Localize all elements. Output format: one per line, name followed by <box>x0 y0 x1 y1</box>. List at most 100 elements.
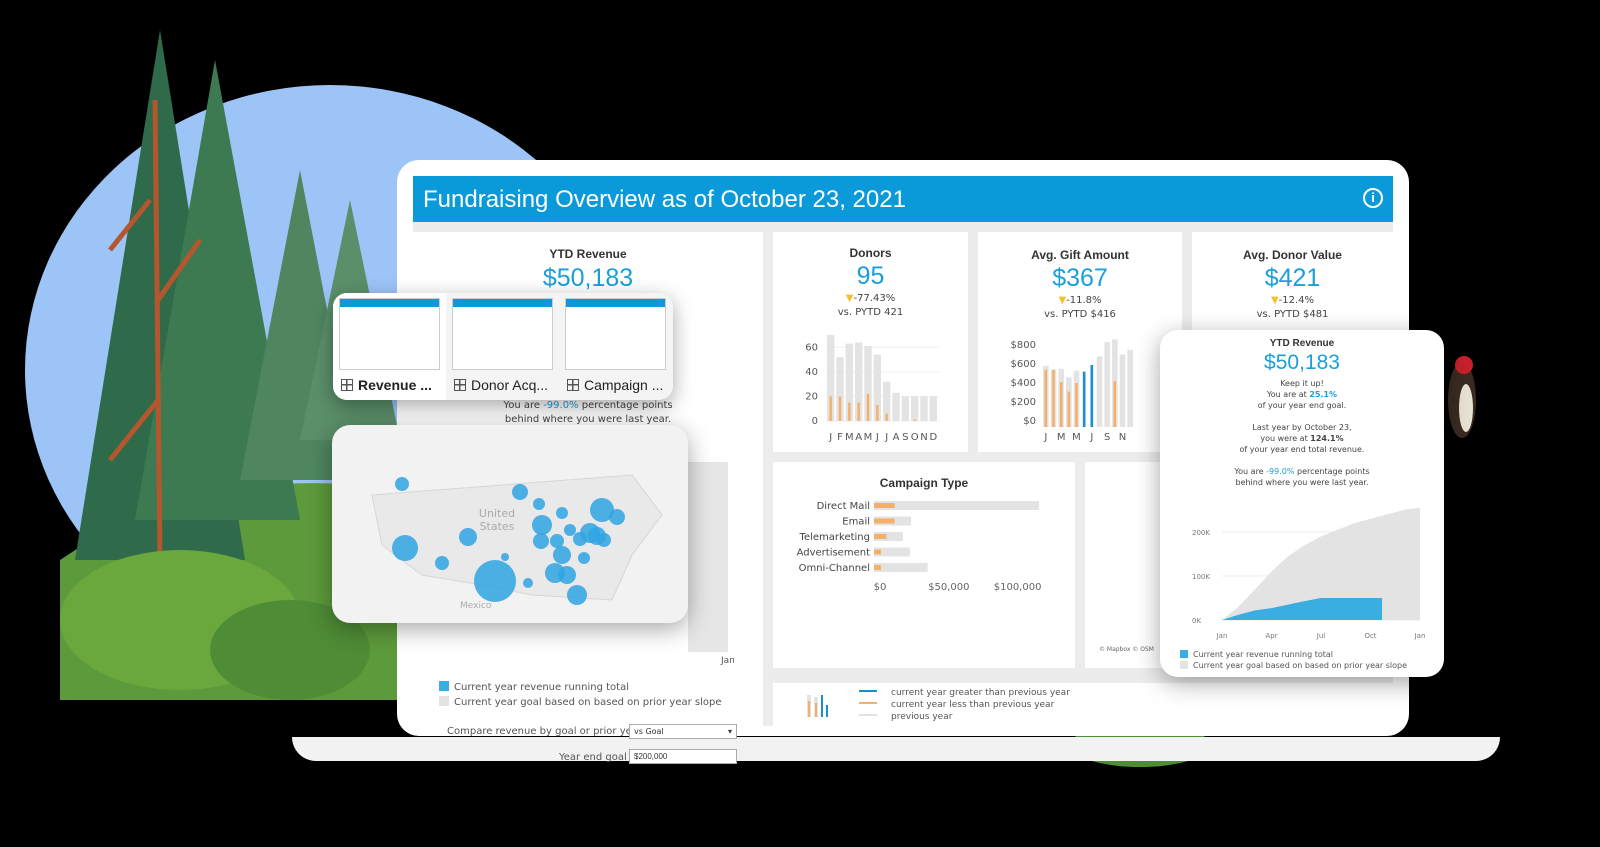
y-tick-label: $200 <box>1011 397 1036 408</box>
us-map[interactable] <box>332 425 688 623</box>
grid-icon <box>341 379 353 391</box>
area-goal <box>1222 507 1420 620</box>
info-icon[interactable]: i <box>1363 188 1383 208</box>
legend-goal: Current year goal based on based on prio… <box>439 695 722 710</box>
map-bubble <box>597 533 611 547</box>
x-tick-label: Oct <box>1364 632 1376 640</box>
x-tick-label: J <box>1089 432 1093 443</box>
mini-bars-icon <box>805 691 845 719</box>
compare-label: Compare revenue by goal or prior year <box>447 726 643 737</box>
popup-title: YTD Revenue <box>1269 338 1335 349</box>
bar-previous <box>874 532 903 541</box>
x-tick-label: J <box>1043 432 1047 443</box>
x-tick-label: N <box>1119 432 1126 443</box>
y-tick-label: $800 <box>1011 340 1036 351</box>
map-label-mexico: Mexico <box>460 601 492 611</box>
kpi-change: ▼-12.4% vs. PYTD $481 <box>1256 295 1329 320</box>
bar-previous <box>1096 356 1103 427</box>
bar-previous <box>845 343 853 421</box>
y-tick-label: 40 <box>805 367 818 378</box>
chevron-down-icon: ▾ <box>727 727 732 736</box>
map-bubble <box>550 534 564 548</box>
ytd-title: YTD Revenue <box>549 247 627 261</box>
map-bubble <box>474 560 516 602</box>
bar-current <box>1082 371 1086 427</box>
kpi-value: 95 <box>856 262 885 290</box>
compare-dropdown[interactable]: vs Goal ▾ <box>629 724 737 739</box>
x-tick-label: M <box>1072 432 1081 443</box>
map-bubble <box>533 533 549 549</box>
bar-current <box>874 503 895 508</box>
bar-current <box>838 396 842 421</box>
x-tick-label: D <box>929 432 937 443</box>
bar-current <box>857 402 860 421</box>
kpi-title: Donors <box>849 246 892 260</box>
area-current <box>1222 598 1383 620</box>
bar-current <box>874 549 881 555</box>
bar-current <box>829 396 832 421</box>
legend-current: Current year revenue running total <box>439 680 722 695</box>
category-label: Telemarketing <box>799 532 870 543</box>
y-tick-label: 0K <box>1192 617 1201 625</box>
x-tick-label: M <box>1057 432 1066 443</box>
dashboard-header: Fundraising Overview as of October 23, 2… <box>413 176 1393 222</box>
map-bubble <box>532 515 552 535</box>
map-bubble <box>435 556 449 570</box>
y-tick-label: $0 <box>1023 416 1036 427</box>
bar-current <box>1059 382 1063 427</box>
x-tick-label: M <box>864 432 873 443</box>
map-popup[interactable]: United States Mexico <box>332 425 688 623</box>
bar-previous <box>874 563 928 572</box>
x-tick-label: A <box>893 432 900 443</box>
map-bubble <box>567 585 587 605</box>
thumbnail-donor-acquisition[interactable]: Donor Acq... <box>446 293 559 400</box>
x-tick-label: J <box>884 432 888 443</box>
popup-text: Keep it up! You are at 25.1% of your year … <box>1234 379 1370 487</box>
map-bubble <box>556 507 568 519</box>
bar-previous <box>873 354 881 421</box>
x-tick-label: Jan <box>1414 632 1426 640</box>
bar-current <box>913 419 916 421</box>
map-bubble <box>392 535 418 561</box>
x-tick-label: S <box>902 432 908 443</box>
grid-icon <box>454 379 466 391</box>
grid-icon <box>567 379 579 391</box>
x-tick-label: $100,000 <box>994 582 1042 593</box>
x-tick-label: Jul <box>1316 632 1326 640</box>
revenue-area-partial <box>688 462 728 652</box>
thumbnail-campaign[interactable]: Campaign ... <box>559 293 672 400</box>
y-tick-label: $400 <box>1011 378 1036 389</box>
bar-current <box>874 534 887 539</box>
kpi-title: Avg. Donor Value <box>1243 248 1342 262</box>
sheet-switcher: Revenue ... Donor Acq... Campaign ... <box>333 293 673 400</box>
x-tick-label: $50,000 <box>928 582 969 593</box>
x-tick-jan: Jan <box>721 656 735 666</box>
bar-current <box>1052 369 1055 427</box>
year-end-goal-label: Year end goal <box>559 752 627 763</box>
thumbnail-revenue[interactable]: Revenue ... <box>333 293 446 400</box>
bar-current <box>874 565 881 570</box>
map-credit: © Mapbox © OSM <box>1099 646 1154 653</box>
bar-current <box>885 413 888 421</box>
down-triangle-icon: ▼ <box>845 293 854 304</box>
map-bubble <box>553 546 571 564</box>
x-tick-label: Apr <box>1265 632 1277 640</box>
y-tick-label: 60 <box>805 342 818 353</box>
bar-previous <box>892 392 900 421</box>
bar-previous <box>874 547 910 557</box>
bar-previous <box>855 342 863 421</box>
bar-current <box>1075 383 1078 427</box>
down-triangle-icon: ▼ <box>1058 295 1067 306</box>
ytd-behind-text: You are -99.0% percentage points behind w… <box>503 400 673 425</box>
year-end-goal-input[interactable] <box>629 749 737 764</box>
down-triangle-icon: ▼ <box>1270 295 1279 306</box>
y-tick-label: 200K <box>1192 529 1210 537</box>
x-tick-label: J <box>828 432 832 443</box>
bar-current <box>876 405 879 421</box>
chart-title: Campaign Type <box>879 476 969 490</box>
woodpecker-icon <box>1448 356 1476 438</box>
ytd-area-chart: 0K 100K 200K Jan Apr Jul Oct Jan <box>1192 507 1426 640</box>
campaign-type-card: Campaign Type <box>773 462 1075 668</box>
bar-previous <box>836 357 844 421</box>
x-tick-label: M <box>845 432 854 443</box>
